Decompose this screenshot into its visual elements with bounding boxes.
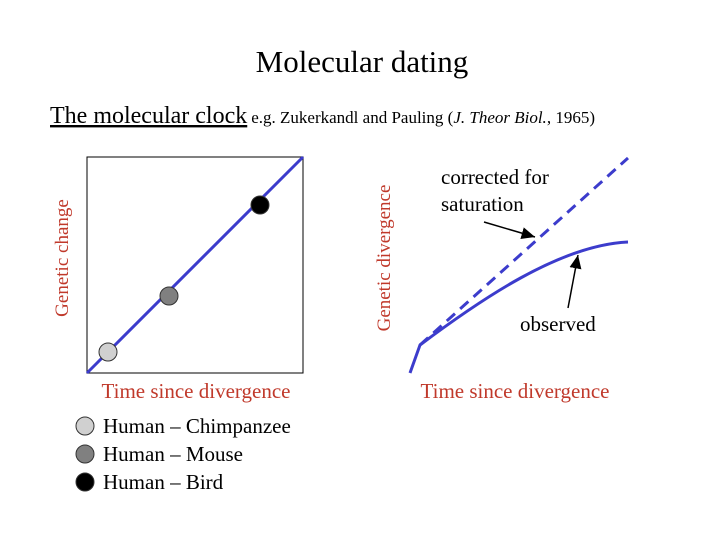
legend-label: Human – Bird: [103, 470, 224, 494]
plot-frame: [86, 156, 304, 374]
subtitle-prefix: e.g. Zukerkandl and Pauling (: [251, 108, 453, 127]
arrow: [483, 221, 536, 239]
subtitle-journal: J. Theor Biol.: [453, 108, 547, 127]
point: [250, 195, 270, 215]
subtitle-suffix: , 1965): [547, 108, 595, 127]
x-label: Time since divergence: [421, 379, 610, 403]
x-label: Time since divergence: [102, 379, 291, 403]
y-label: Genetic divergence: [374, 185, 395, 332]
corrected-line: [418, 156, 630, 347]
subtitle: The molecular clock e.g. Zukerkandl and …: [50, 103, 595, 129]
annotation: observed: [520, 312, 596, 336]
legend-label: Human – Chimpanzee: [103, 414, 291, 438]
points: [98, 195, 270, 362]
subtitle-main: The molecular clock: [50, 103, 247, 129]
point: [98, 342, 118, 362]
legend: Human – Chimpanzee Human – Mouse Human – B…: [75, 414, 291, 494]
observed-curve: [408, 240, 629, 374]
arrow: [567, 254, 582, 309]
y-label: Genetic change: [52, 199, 73, 317]
annotation: corrected for: [441, 165, 549, 189]
legend-swatch: [75, 472, 95, 492]
annotation: saturation: [441, 192, 524, 216]
legend-swatch: [75, 444, 95, 464]
legend-label: Human – Mouse: [103, 442, 243, 466]
title: Molecular dating: [256, 44, 469, 79]
legend-swatch: [75, 416, 95, 436]
clock-line: [85, 155, 305, 375]
point: [159, 286, 179, 306]
